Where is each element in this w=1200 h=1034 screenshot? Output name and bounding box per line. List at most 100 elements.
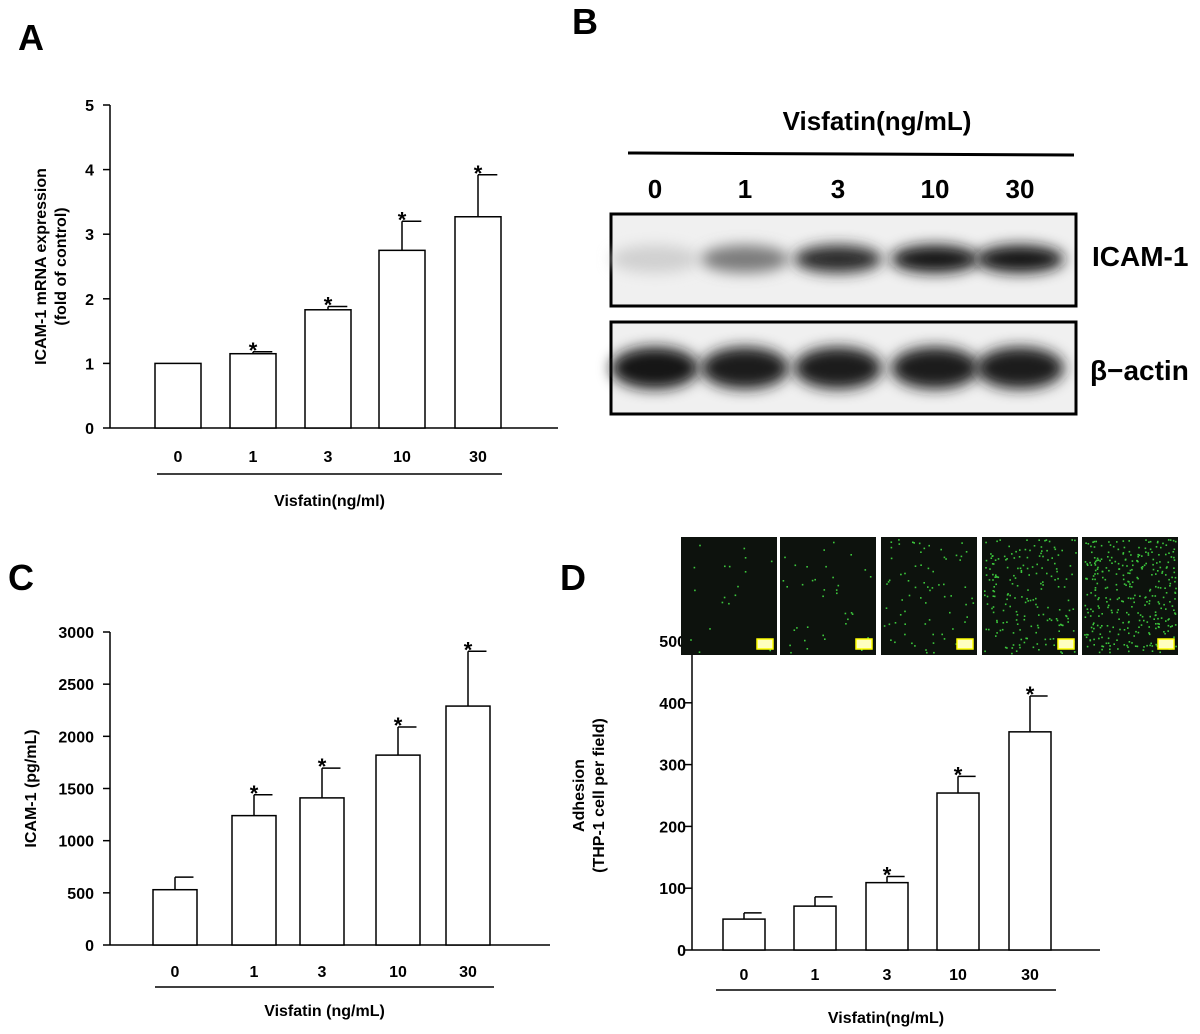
micrograph-cell bbox=[1097, 566, 1099, 569]
micrograph-cell bbox=[1052, 638, 1055, 640]
micrograph-cell bbox=[888, 623, 891, 626]
micrograph-cell bbox=[1071, 573, 1073, 576]
micrograph-cell bbox=[1047, 559, 1049, 561]
micrograph-cell bbox=[928, 619, 931, 621]
micrograph-cell bbox=[949, 611, 951, 614]
micrograph-cell bbox=[1089, 639, 1091, 641]
micrograph-cell bbox=[1067, 617, 1069, 620]
chart-c-bar bbox=[375, 754, 421, 946]
micrograph-cell bbox=[1109, 559, 1111, 562]
micrograph-cell bbox=[994, 576, 996, 578]
micrograph-cell bbox=[1152, 568, 1155, 571]
micrograph-cell bbox=[1141, 568, 1143, 570]
micrograph-cell bbox=[1127, 580, 1129, 583]
micrograph-cell bbox=[923, 582, 925, 584]
micrograph-cell bbox=[1139, 614, 1142, 616]
micrograph-cell bbox=[1162, 596, 1165, 599]
micrograph-cell bbox=[1026, 637, 1028, 640]
micrograph-cell bbox=[1093, 644, 1095, 646]
micrograph-cell bbox=[728, 602, 730, 605]
micrograph-cell bbox=[1137, 553, 1139, 556]
micrograph-cell bbox=[1002, 622, 1005, 624]
micrograph-cell bbox=[1105, 567, 1108, 569]
micrograph-cell bbox=[1011, 652, 1013, 655]
micrograph-cell bbox=[1041, 550, 1043, 552]
micrograph-cell bbox=[1097, 605, 1100, 607]
micrograph-cell bbox=[1166, 566, 1168, 568]
micrograph-cell bbox=[1085, 636, 1088, 639]
micrograph-cell bbox=[1090, 608, 1092, 611]
micrograph-cell bbox=[1102, 576, 1104, 579]
micrograph-cell bbox=[943, 638, 946, 640]
micrograph-cell bbox=[1003, 555, 1006, 558]
micrograph-cell bbox=[1093, 622, 1095, 624]
micrograph-cell bbox=[1100, 544, 1103, 547]
micrograph-cell bbox=[932, 633, 934, 636]
micrograph-cell bbox=[793, 629, 796, 631]
micrograph-cell bbox=[1165, 592, 1168, 594]
micrograph-cell bbox=[912, 541, 914, 544]
micrograph-cell bbox=[943, 583, 945, 586]
micrograph-cell bbox=[1049, 638, 1052, 640]
micrograph-cell bbox=[1154, 611, 1157, 613]
micrograph-cell bbox=[1028, 574, 1030, 576]
chart-a-bar bbox=[229, 352, 277, 429]
micrograph-cell bbox=[1093, 627, 1095, 630]
micrograph-cell bbox=[1158, 626, 1160, 629]
micrograph-cell bbox=[1126, 611, 1128, 614]
micrograph-cell bbox=[899, 614, 902, 616]
micrograph-cell bbox=[1125, 584, 1127, 586]
scale-bar bbox=[756, 638, 774, 650]
chart-d-x-category-label: 3 bbox=[883, 967, 892, 984]
micrograph-cell bbox=[794, 564, 797, 567]
chart-d-x-category-label: 0 bbox=[740, 967, 749, 984]
chart-c-x-category-label: 10 bbox=[389, 964, 407, 981]
chart-c-y-tick-label: 0 bbox=[85, 938, 94, 955]
micrograph-cell bbox=[1167, 539, 1170, 541]
chart-a-significance-marker: * bbox=[324, 293, 333, 318]
chart-a-significance-marker: * bbox=[249, 338, 258, 363]
chart-a-x-category-label: 0 bbox=[174, 449, 183, 466]
chart-a-x-title: Visfatin(ng/ml) bbox=[274, 493, 385, 510]
micrograph-cell bbox=[1158, 554, 1160, 556]
micrograph-cell bbox=[986, 603, 989, 605]
micrograph-cell bbox=[823, 549, 825, 551]
micrograph-cell bbox=[1106, 601, 1108, 603]
micrograph-cell bbox=[1074, 539, 1076, 542]
scale-bar bbox=[855, 638, 873, 650]
micrograph-cell bbox=[1094, 578, 1096, 581]
micrograph-cell bbox=[888, 579, 891, 582]
micrograph-cell bbox=[1144, 547, 1147, 550]
micrograph-cell bbox=[1057, 554, 1060, 556]
micrograph-cell bbox=[1035, 572, 1038, 575]
micrograph-cell bbox=[1033, 545, 1036, 547]
micrograph-cell bbox=[933, 651, 935, 654]
micrograph-cell bbox=[1023, 618, 1026, 621]
micrograph-cell bbox=[1056, 619, 1059, 622]
micrograph-cell bbox=[786, 586, 788, 588]
micrograph-cell bbox=[1020, 638, 1023, 641]
micrograph-cell bbox=[699, 544, 701, 547]
micrograph-cell bbox=[1102, 645, 1105, 648]
micrograph-cell bbox=[824, 638, 826, 640]
micrograph-cell bbox=[1106, 586, 1109, 589]
micrograph-cell bbox=[1065, 578, 1068, 580]
chart-a-significance-marker: * bbox=[474, 161, 483, 186]
micrograph-cell bbox=[1116, 639, 1118, 641]
micrograph-cell bbox=[920, 551, 922, 553]
micrograph-cell bbox=[1092, 623, 1094, 626]
micrograph-cell bbox=[1038, 614, 1040, 616]
micrograph-cell bbox=[1089, 615, 1092, 617]
chart-a-x-category-label: 1 bbox=[249, 449, 258, 466]
micrograph-cell bbox=[1055, 618, 1058, 620]
chart-d-y-tick-label: 200 bbox=[659, 819, 686, 836]
panel-label-a: A bbox=[18, 17, 44, 58]
micrograph-cell bbox=[1148, 541, 1150, 543]
micrograph-cell bbox=[914, 565, 917, 567]
micrograph-cell bbox=[920, 597, 922, 599]
micrograph-cell bbox=[1093, 546, 1096, 548]
micrograph-cell bbox=[1018, 644, 1021, 646]
micrograph-cell bbox=[1151, 551, 1153, 553]
micrograph-cell bbox=[1029, 549, 1031, 552]
micrograph-cell bbox=[1009, 605, 1011, 608]
